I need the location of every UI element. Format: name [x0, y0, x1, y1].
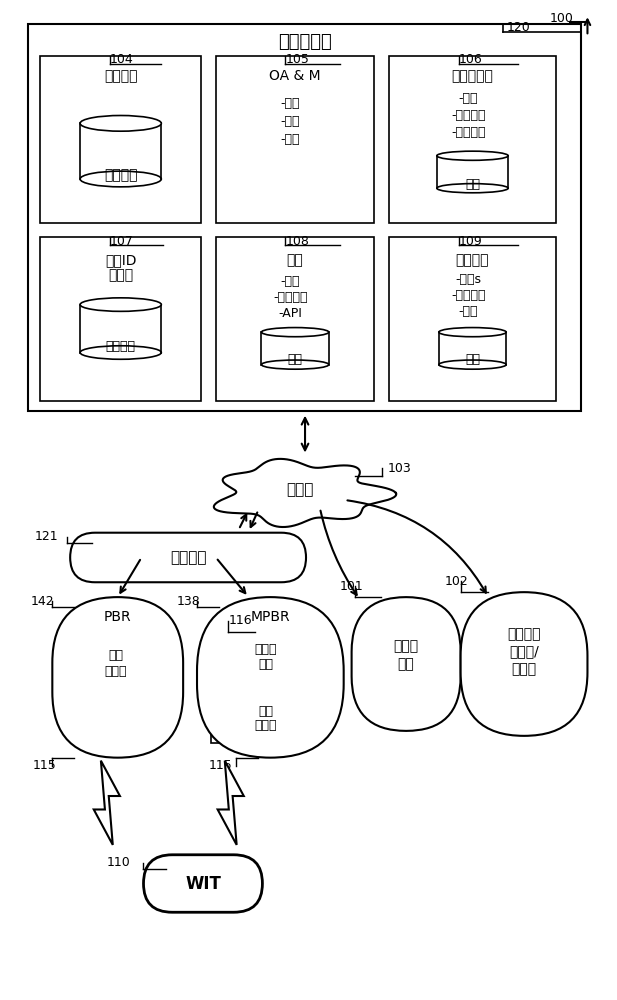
Text: 账户: 账户	[465, 178, 480, 191]
Text: -激活管理: -激活管理	[451, 109, 486, 122]
Text: 系统: 系统	[398, 658, 415, 672]
Text: 109: 109	[458, 235, 482, 248]
Text: 102: 102	[445, 575, 468, 588]
Bar	[389, 56, 556, 223]
Text: 106: 106	[458, 53, 482, 66]
Text: 第三方: 第三方	[254, 643, 276, 656]
Ellipse shape	[80, 171, 161, 187]
Text: 100: 100	[550, 12, 574, 25]
Text: OA & M: OA & M	[269, 69, 321, 83]
Polygon shape	[214, 459, 396, 527]
Text: 应用: 应用	[258, 658, 273, 671]
Ellipse shape	[262, 360, 329, 369]
Text: 长期数据: 长期数据	[104, 168, 138, 182]
Text: 系统和/: 系统和/	[509, 645, 539, 659]
Text: 115: 115	[33, 759, 56, 772]
Text: -认证: -认证	[280, 275, 300, 288]
Text: 103: 103	[387, 462, 411, 475]
Text: 101: 101	[340, 580, 363, 593]
Text: 蜂窝网络: 蜂窝网络	[170, 550, 206, 565]
Bar	[211, 693, 320, 743]
Text: MPBR: MPBR	[251, 610, 290, 624]
Bar	[439, 332, 506, 365]
Text: 115: 115	[209, 759, 233, 772]
Polygon shape	[218, 761, 244, 845]
Text: WIT: WIT	[185, 875, 221, 893]
Text: -警报引擎: -警报引擎	[273, 291, 307, 304]
Text: 数据仓库: 数据仓库	[104, 69, 138, 83]
Text: 110: 110	[107, 856, 131, 869]
Text: 目击: 目击	[288, 353, 302, 366]
Text: 116: 116	[229, 614, 252, 627]
Bar	[216, 56, 375, 223]
Ellipse shape	[80, 298, 161, 311]
Bar	[67, 637, 164, 698]
Ellipse shape	[262, 328, 329, 337]
Text: -门户: -门户	[280, 97, 300, 110]
Text: 用户门户: 用户门户	[456, 253, 489, 267]
FancyBboxPatch shape	[461, 592, 587, 736]
FancyBboxPatch shape	[70, 533, 306, 582]
Text: 107: 107	[110, 235, 134, 248]
Text: -工具: -工具	[280, 133, 300, 146]
Bar	[437, 156, 508, 188]
Bar	[211, 632, 320, 683]
Text: 因特网: 因特网	[286, 483, 314, 498]
Text: -注册: -注册	[459, 92, 478, 105]
Text: 滚动ID: 滚动ID	[105, 253, 136, 267]
Bar	[216, 237, 375, 401]
Text: 内核: 内核	[108, 649, 123, 662]
Text: 开发者门户: 开发者门户	[452, 69, 494, 83]
Text: 账户: 账户	[465, 353, 480, 366]
Text: 中央服务器: 中央服务器	[278, 33, 332, 51]
Text: 解析器: 解析器	[108, 268, 133, 282]
Ellipse shape	[80, 346, 161, 359]
Text: PBR: PBR	[104, 610, 131, 624]
Text: -注册s: -注册s	[455, 273, 481, 286]
FancyBboxPatch shape	[144, 855, 262, 912]
Text: 138: 138	[176, 595, 200, 608]
FancyBboxPatch shape	[352, 597, 461, 731]
Ellipse shape	[439, 328, 506, 337]
Text: 客户端: 客户端	[104, 665, 127, 678]
FancyBboxPatch shape	[52, 597, 183, 758]
Ellipse shape	[437, 184, 508, 193]
Bar	[262, 332, 329, 365]
Text: -激活管理: -激活管理	[451, 289, 486, 302]
Bar	[28, 24, 581, 411]
Ellipse shape	[439, 360, 506, 369]
Text: 108: 108	[285, 235, 309, 248]
Polygon shape	[94, 761, 120, 845]
Ellipse shape	[220, 466, 380, 520]
Ellipse shape	[80, 115, 161, 131]
Bar	[41, 237, 201, 401]
Text: 121: 121	[35, 530, 58, 543]
Text: 其它支持: 其它支持	[507, 627, 540, 641]
Text: 出厂密钥: 出厂密钥	[106, 340, 136, 353]
Text: 或服务: 或服务	[511, 662, 537, 676]
Text: -搜索: -搜索	[459, 305, 478, 318]
FancyBboxPatch shape	[197, 597, 344, 758]
Bar	[80, 123, 161, 179]
Ellipse shape	[437, 151, 508, 160]
Text: 内核: 内核	[258, 705, 273, 718]
Text: 142: 142	[30, 595, 54, 608]
Text: 104: 104	[110, 53, 133, 66]
Bar	[80, 305, 161, 353]
Text: -API: -API	[278, 307, 302, 320]
Text: -警报管理: -警报管理	[451, 126, 486, 139]
Bar	[41, 56, 201, 223]
Bar	[389, 237, 556, 401]
Text: 120: 120	[506, 21, 530, 34]
Text: 105: 105	[285, 53, 309, 66]
Text: 客户端: 客户端	[254, 719, 276, 732]
Text: -脚本: -脚本	[280, 115, 300, 128]
Text: 第三方: 第三方	[394, 640, 419, 654]
Text: 核心: 核心	[287, 253, 304, 267]
